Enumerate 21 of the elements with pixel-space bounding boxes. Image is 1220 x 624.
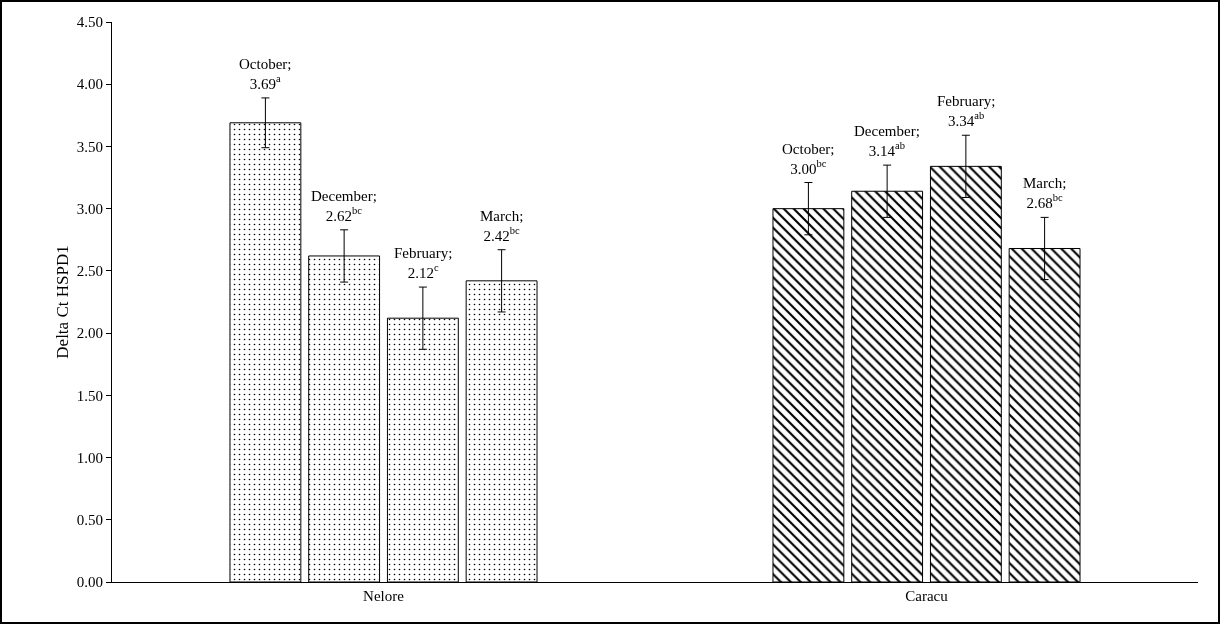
y-tick-label: 0.50: [76, 512, 103, 529]
y-tick-label: 2.00: [76, 325, 103, 342]
y-tick-label: 3.00: [76, 200, 103, 217]
data-label: February; 2.12$^{c}$: [394, 245, 453, 281]
x-tick-label: Nelore: [363, 588, 405, 604]
data-label: March; 2.68$^{bc}$: [1023, 175, 1067, 211]
y-tick-label: 4.50: [76, 14, 103, 31]
y-tick-label: 4.00: [76, 76, 103, 93]
data-label: December; 3.14$^{ab}$: [854, 123, 920, 159]
y-tick-label: 0.00: [76, 574, 103, 591]
y-tick-label: 2.50: [76, 263, 103, 280]
y-tick-label: 3.50: [76, 138, 103, 155]
x-tick-label: Caracu: [905, 588, 949, 604]
data-label: March; 2.42$^{bc}$: [480, 208, 524, 244]
data-label: October; 3.00$^{bc}$: [782, 141, 835, 177]
data-label: December; 2.62$^{bc}$: [311, 188, 377, 224]
y-axis-title: Delta Ct HSPD1: [53, 245, 72, 359]
y-tick-label: 1.00: [76, 449, 103, 466]
y-tick-label: 1.50: [76, 387, 103, 404]
data-label: February; 3.34$^{ab}$: [937, 93, 996, 129]
data-label: October; 3.69$^{a}$: [239, 56, 292, 92]
